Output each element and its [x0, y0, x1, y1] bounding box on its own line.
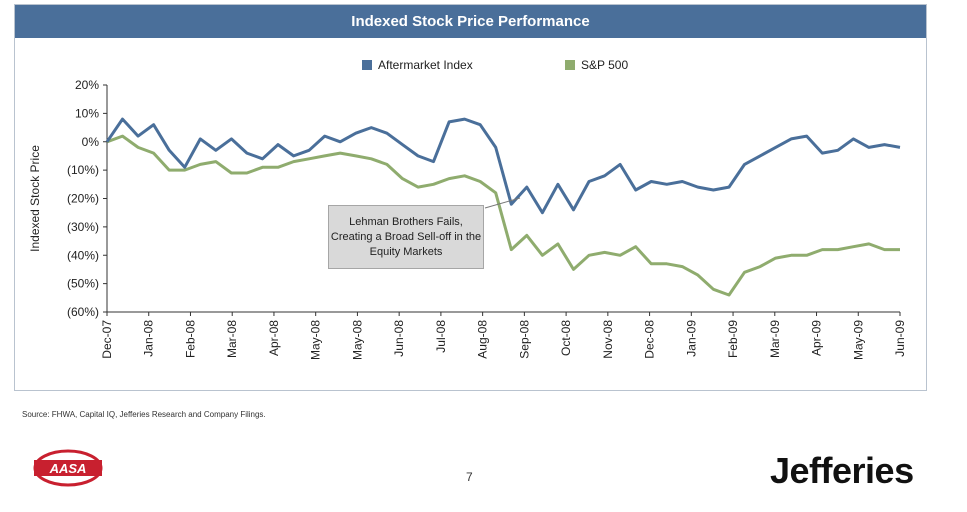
x-tick-label: Jan-08: [142, 320, 156, 357]
legend-swatch: [362, 60, 372, 70]
series-line-s-p-500: [106, 134, 900, 297]
y-axis-title: Indexed Stock Price: [28, 145, 42, 252]
y-tick-label: (30%): [67, 220, 99, 234]
y-tick-label: 20%: [75, 78, 99, 92]
y-tick-label: (60%): [67, 305, 99, 319]
brand-logo: Jefferies: [770, 450, 914, 491]
y-tick-label: (40%): [67, 248, 99, 262]
annotation-callout: Lehman Brothers Fails, Creating a Broad …: [328, 205, 484, 269]
y-tick-label: (10%): [67, 163, 99, 177]
x-tick-label: Dec-08: [643, 320, 657, 359]
x-tick-label: Aug-08: [476, 320, 490, 359]
x-tick-label: Feb-08: [183, 320, 197, 358]
x-tick-label: Jan-09: [684, 320, 698, 357]
x-tick-label: Dec-07: [100, 320, 114, 359]
y-tick-label: (50%): [67, 277, 99, 291]
legend-swatch: [565, 60, 575, 70]
x-tick-label: Oct-08: [559, 320, 573, 356]
x-tick-label: May-08: [350, 320, 364, 360]
source-note: Source: FHWA, Capital IQ, Jefferies Rese…: [22, 410, 266, 419]
legend-label: S&P 500: [581, 58, 628, 72]
x-tick-label: May-08: [309, 320, 323, 360]
x-tick-label: Apr-08: [267, 320, 281, 356]
x-tick-label: May-09: [851, 320, 865, 360]
chart-panel: Indexed Stock Price Performance 20% 10% 0%…: [14, 4, 927, 391]
series-line-aftermarket-index: [105, 117, 901, 215]
svg-text:AASA: AASA: [49, 461, 87, 476]
callout-pointer: [484, 197, 521, 209]
x-tick-label: Mar-09: [768, 320, 782, 358]
x-tick-label: Mar-08: [225, 320, 239, 358]
x-tick-label: Jun-08: [392, 320, 406, 357]
aasa-logo-icon: AASA: [33, 449, 103, 487]
chart-title: Indexed Stock Price Performance: [15, 5, 926, 38]
x-tick-label: Sep-08: [517, 320, 531, 359]
x-tick-label: Feb-09: [726, 320, 740, 358]
x-tick-label: Apr-09: [810, 320, 824, 356]
x-tick-label: Jul-08: [434, 320, 448, 353]
x-tick-label: Nov-08: [601, 320, 615, 359]
annotation-text: Lehman Brothers Fails, Creating a Broad …: [330, 216, 482, 258]
aasa-logo: AASA: [32, 448, 104, 495]
chart-canvas: 20% 10% 0% (10%) (20%) (30%) (40%) (50%) (60%) In…: [28, 58, 907, 360]
x-tick-label: Jun-09: [893, 320, 907, 357]
y-tick-label: (20%): [67, 192, 99, 206]
y-tick-label: 0%: [82, 135, 100, 149]
y-tick-label: 10%: [75, 106, 99, 120]
page-number: 7: [466, 470, 473, 484]
legend-label: Aftermarket Index: [378, 58, 473, 72]
